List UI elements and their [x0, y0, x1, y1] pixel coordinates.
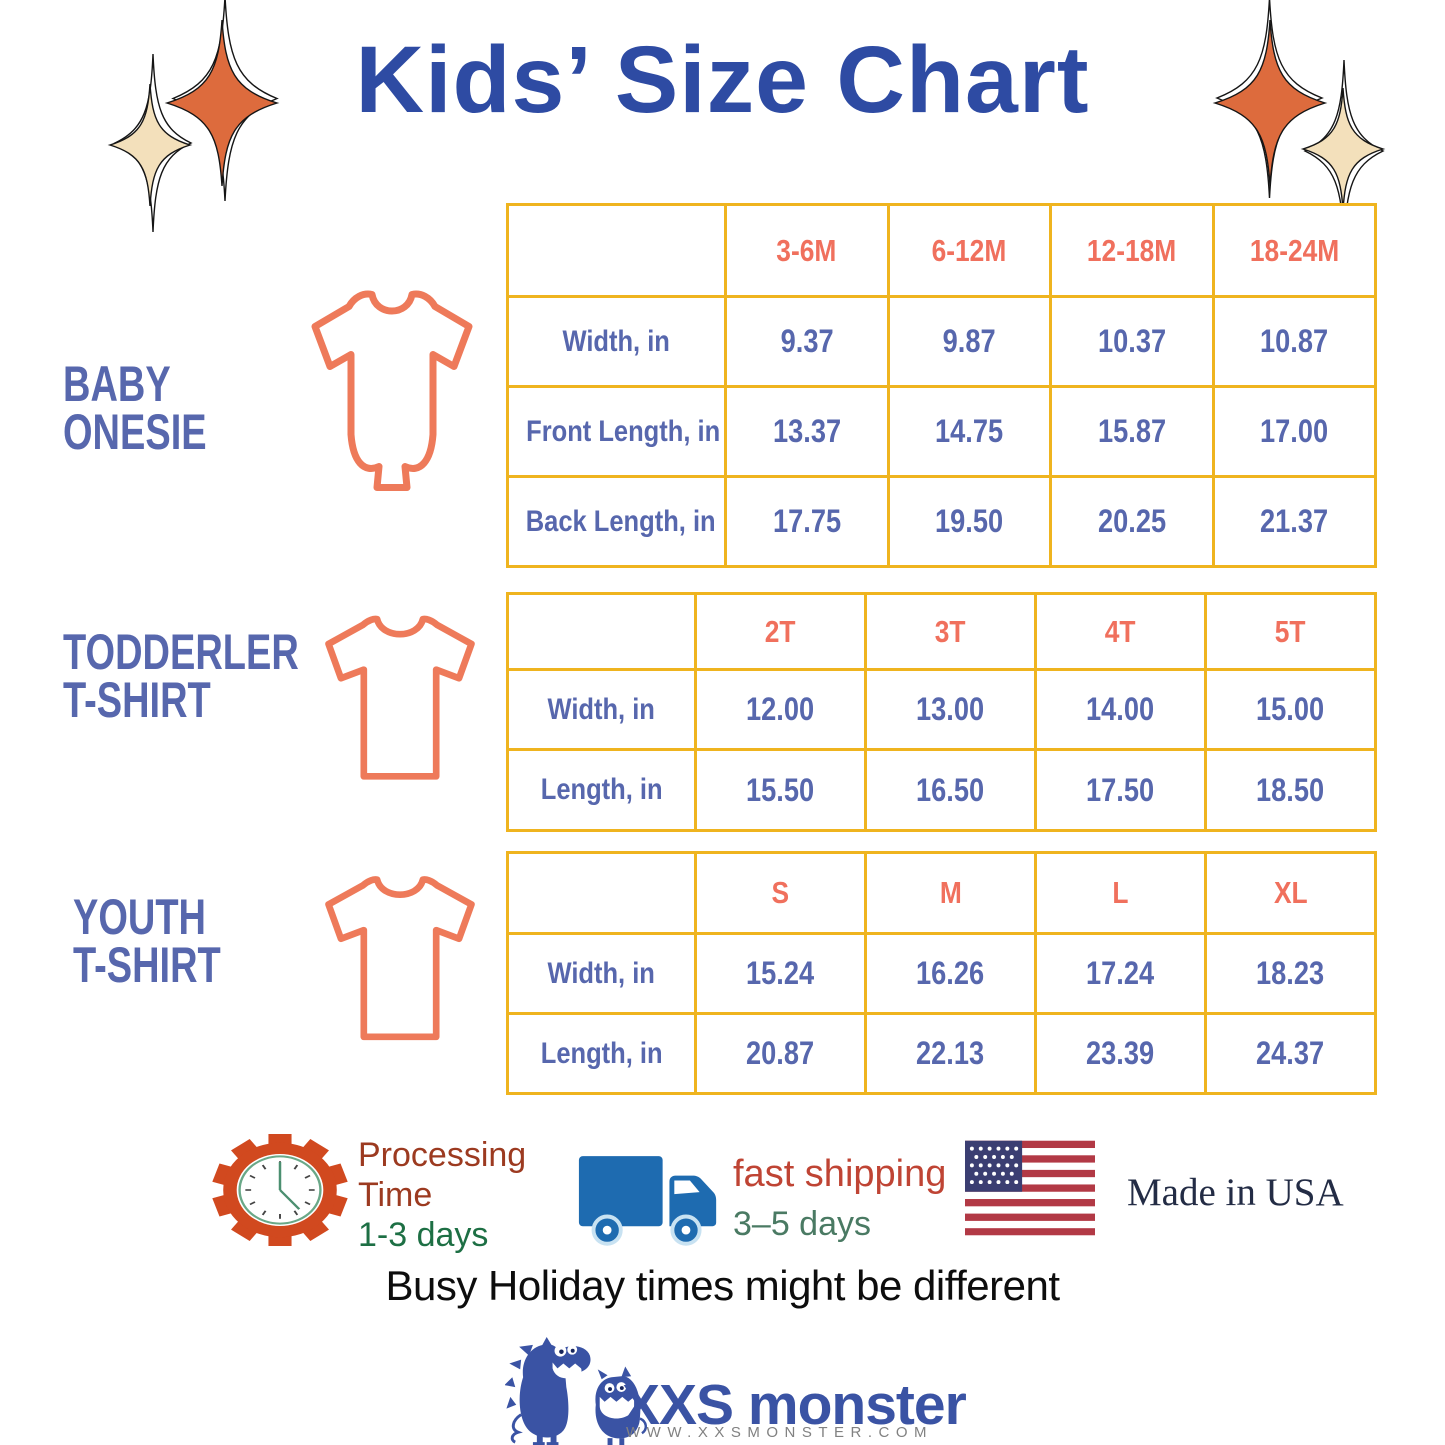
- toddler-tshirt-size-table: 2T 3T 4T 5T Width, in 12.00 13.00 14.00 …: [506, 592, 1377, 832]
- shipping-label: fast shipping: [733, 1153, 947, 1195]
- row-label-cell: Back Length, in: [506, 475, 727, 568]
- row-label-cell: Width, in: [506, 668, 697, 751]
- size-column-header: S: [694, 851, 867, 935]
- table-header-row: S M L XL: [506, 851, 1377, 935]
- processing-time-text: Processing Time 1-3 days: [358, 1136, 526, 1255]
- size-value-cell: 20.25: [1049, 475, 1215, 568]
- truck-icon: [578, 1156, 717, 1246]
- processing-line: Processing: [358, 1136, 527, 1174]
- usa-flag-icon: [965, 1140, 1095, 1236]
- fast-shipping-text: fast shipping 3–5 days: [733, 1150, 946, 1249]
- product-label-toddler-tshirt: TODDERLER T-SHIRT: [63, 627, 299, 725]
- size-value-cell: 15.87: [1049, 385, 1215, 478]
- youth-tshirt-size-table: S M L XL Width, in 15.24 16.26 17.24 18.…: [506, 851, 1377, 1095]
- brand-website: WWW.XXSMONSTER.COM: [626, 1424, 933, 1441]
- product-label-line: T-SHIRT: [73, 937, 221, 993]
- corner-cell: [506, 851, 697, 935]
- product-label-line: ONESIE: [63, 404, 207, 460]
- size-value-cell: 15.24: [694, 932, 867, 1015]
- table-header-row: 3-6M 6-12M 12-18M 18-24M: [506, 203, 1377, 298]
- monster-mascot-icon: [505, 1336, 647, 1445]
- baby-onesie-icon: [311, 290, 473, 491]
- processing-days: 1-3 days: [358, 1215, 489, 1254]
- size-value-cell: 15.50: [694, 748, 867, 832]
- size-column-header: 18-24M: [1211, 203, 1377, 298]
- shipping-days: 3–5 days: [733, 1205, 871, 1244]
- size-value-cell: 20.87: [694, 1012, 867, 1095]
- table-row: Back Length, in 17.75 19.50 20.25 21.37: [506, 475, 1377, 568]
- size-value-cell: 17.00: [1211, 385, 1377, 478]
- table-row: Length, in 20.87 22.13 23.39 24.37: [506, 1012, 1377, 1095]
- size-value-cell: 12.00: [694, 668, 867, 751]
- row-label-cell: Width, in: [506, 932, 697, 1015]
- size-value-cell: 22.13: [864, 1012, 1037, 1095]
- product-label-line: YOUTH: [73, 889, 206, 945]
- size-column-header: 6-12M: [886, 203, 1052, 298]
- size-column-header: 4T: [1034, 592, 1207, 671]
- size-value-cell: 21.37: [1211, 475, 1377, 568]
- table-header-row: 2T 3T 4T 5T: [506, 592, 1377, 671]
- processing-line: Time: [358, 1175, 433, 1214]
- size-value-cell: 16.50: [864, 748, 1037, 832]
- page-title: Kids’ Size Chart: [355, 27, 1090, 133]
- baby-onesie-size-table: 3-6M 6-12M 12-18M 18-24M Width, in 9.37 …: [506, 203, 1377, 568]
- size-column-header: 2T: [694, 592, 867, 671]
- size-value-cell: 17.24: [1034, 932, 1207, 1015]
- size-value-cell: 16.26: [864, 932, 1037, 1015]
- size-value-cell: 10.87: [1211, 295, 1377, 388]
- table-row: Width, in 15.24 16.26 17.24 18.23: [506, 932, 1377, 1015]
- row-label-cell: Width, in: [506, 295, 727, 388]
- size-column-header: 3-6M: [724, 203, 890, 298]
- holiday-notice: Busy Holiday times might be different: [385, 1262, 1060, 1309]
- corner-cell: [506, 203, 727, 298]
- table-row: Width, in 9.37 9.87 10.37 10.87: [506, 295, 1377, 388]
- size-value-cell: 18.23: [1204, 932, 1377, 1015]
- size-value-cell: 19.50: [886, 475, 1052, 568]
- size-column-header: 12-18M: [1049, 203, 1215, 298]
- size-value-cell: 9.87: [886, 295, 1052, 388]
- size-column-header: 3T: [864, 592, 1037, 671]
- product-label-line: TODDERLER: [63, 624, 299, 680]
- table-row: Length, in 15.50 16.50 17.50 18.50: [506, 748, 1377, 832]
- size-value-cell: 9.37: [724, 295, 890, 388]
- size-value-cell: 10.37: [1049, 295, 1215, 388]
- size-value-cell: 23.39: [1034, 1012, 1207, 1095]
- size-value-cell: 13.00: [864, 668, 1037, 751]
- made-in-usa-label: Made in USA: [1127, 1171, 1344, 1214]
- size-column-header: M: [864, 851, 1037, 935]
- size-value-cell: 14.75: [886, 385, 1052, 478]
- product-label-youth-tshirt: YOUTH T-SHIRT: [73, 892, 221, 990]
- size-column-header: 5T: [1204, 592, 1377, 671]
- product-label-line: BABY: [63, 356, 171, 412]
- size-value-cell: 24.37: [1204, 1012, 1377, 1095]
- product-label-baby-onesie: BABY ONESIE: [63, 359, 207, 457]
- table-row: Front Length, in 13.37 14.75 15.87 17.00: [506, 385, 1377, 478]
- tshirt-icon: [325, 876, 475, 1041]
- sparkle-icon: [95, 12, 310, 242]
- row-label-cell: Front Length, in: [506, 385, 727, 478]
- size-column-header: L: [1034, 851, 1207, 935]
- table-row: Width, in 12.00 13.00 14.00 15.00: [506, 668, 1377, 751]
- size-value-cell: 15.00: [1204, 668, 1377, 751]
- product-label-line: T-SHIRT: [63, 672, 211, 728]
- size-value-cell: 13.37: [724, 385, 890, 478]
- size-value-cell: 18.50: [1204, 748, 1377, 832]
- gear-clock-icon: [212, 1134, 348, 1246]
- tshirt-icon: [325, 615, 475, 780]
- size-column-header: XL: [1204, 851, 1377, 935]
- row-label-cell: Length, in: [506, 748, 697, 832]
- row-label-cell: Length, in: [506, 1012, 697, 1095]
- size-value-cell: 17.75: [724, 475, 890, 568]
- brand-name: XXS monster: [622, 1373, 967, 1437]
- corner-cell: [506, 592, 697, 671]
- size-value-cell: 17.50: [1034, 748, 1207, 832]
- size-value-cell: 14.00: [1034, 668, 1207, 751]
